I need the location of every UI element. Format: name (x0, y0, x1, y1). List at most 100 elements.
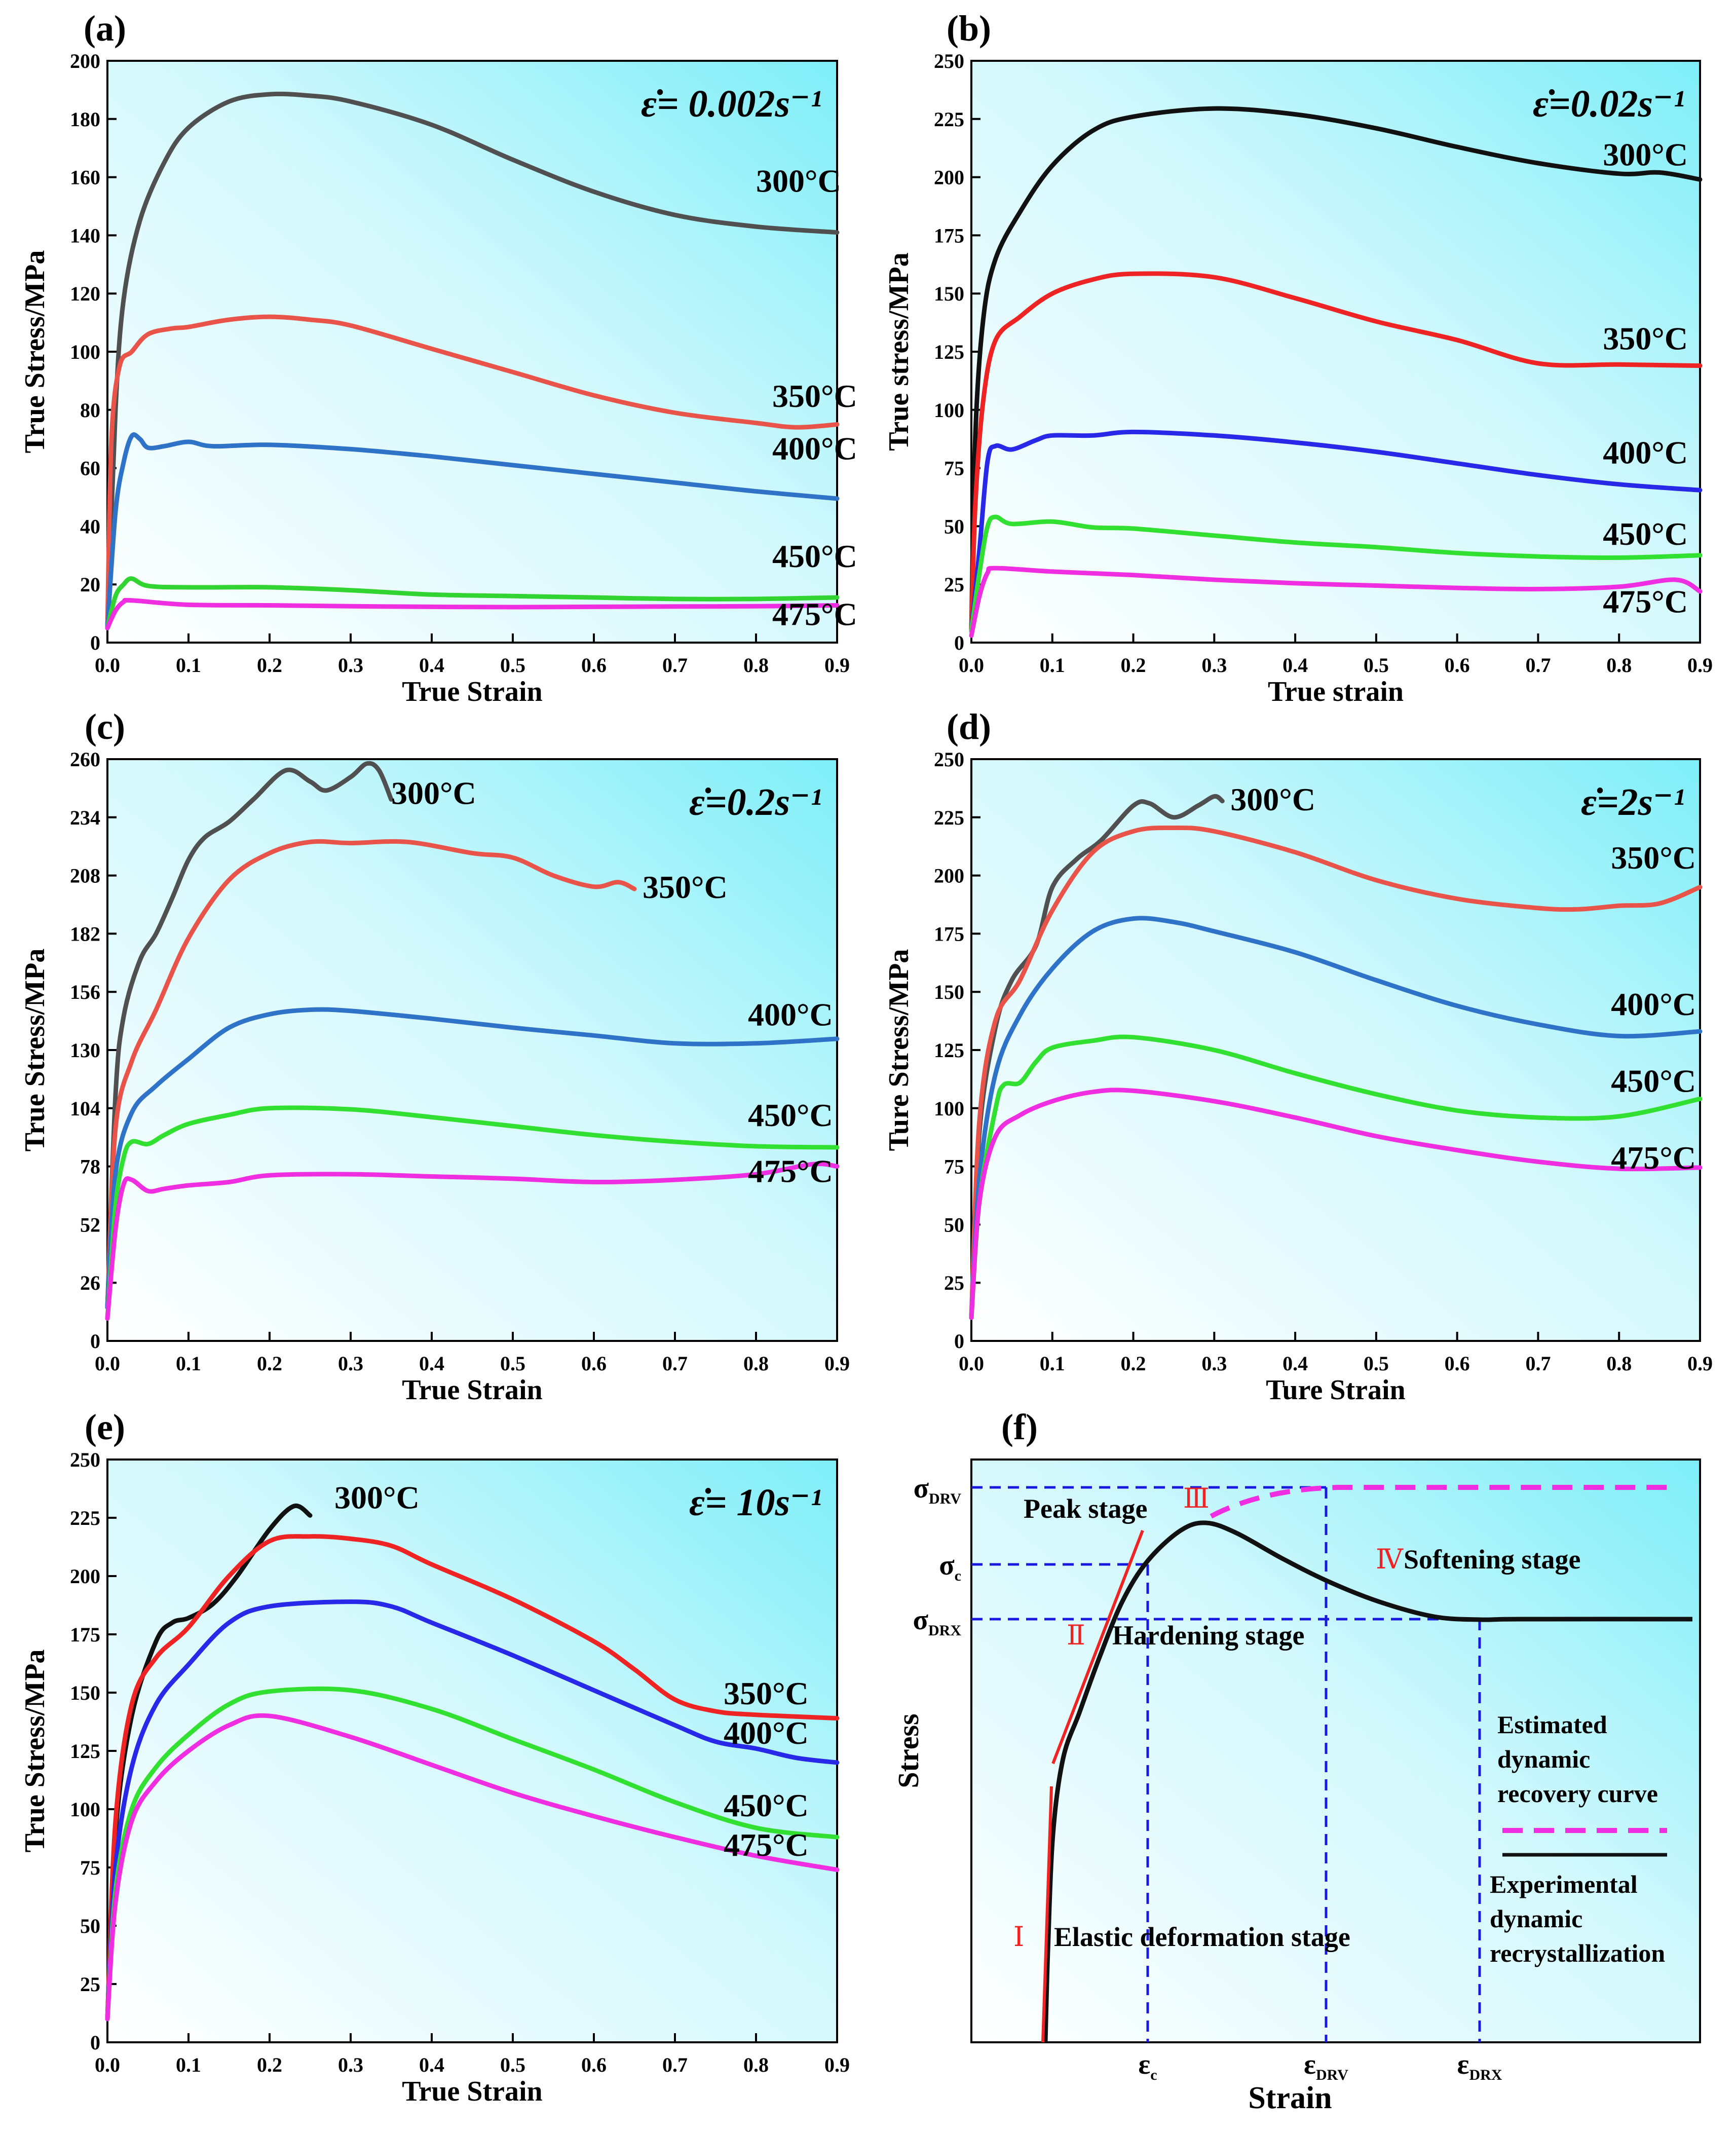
x-tick-label: 0.9 (1687, 1352, 1713, 1375)
series-label: 300°C (334, 1480, 420, 1516)
y-tick-label: 52 (80, 1213, 100, 1236)
series-line-400c (969, 429, 1703, 633)
series-line-400c (969, 916, 1703, 1320)
x-marker-label: εDRX (1457, 2049, 1502, 2083)
x-tick-label: 0.0 (959, 654, 984, 677)
x-tick-label: 0.7 (1525, 1352, 1551, 1375)
y-tick-label: 125 (70, 1740, 100, 1763)
series-line-350c (105, 1534, 840, 2022)
strain-rate-label: ε̇=0.02s⁻¹ (1533, 83, 1685, 125)
y-tick-label: 0 (954, 631, 964, 654)
y-tick-label: 250 (70, 1448, 100, 1471)
panel-label: (b) (947, 8, 991, 49)
y-tick-label: 130 (70, 1039, 100, 1062)
plot-area (971, 1460, 1700, 2042)
panel-label: (f) (1001, 1407, 1038, 1447)
panel-c: 0.0 0.1 0.2 0.3 0.4 0.5 0.6 0.7 0.8 0.9 0 26 52 78 104… (19, 706, 850, 1406)
y-tick-label: 75 (80, 1856, 100, 1879)
y-tick-label: 75 (944, 457, 964, 480)
stage-numeral: Ⅰ (1013, 1922, 1024, 1952)
panel-f: (f) Strain Stress σDRV σc σDRX εc εDRV εDRX Ⅰ Elas… (892, 1407, 1701, 2115)
x-marker-label: εDRV (1304, 2049, 1348, 2083)
stage-text: Softening stage (1404, 1544, 1581, 1575)
x-tick-label: 0.2 (257, 654, 282, 677)
x-tick-label: 0.0 (959, 1352, 984, 1375)
y-tick-label: 20 (80, 573, 100, 596)
y-tick-label: 200 (70, 50, 100, 72)
x-tick-label: 0.3 (1201, 1352, 1227, 1375)
legend-text: dynamic (1497, 1745, 1590, 1773)
x-tick-label: 0.8 (743, 654, 769, 677)
drv-estimated-curve (1210, 1485, 1677, 1519)
x-tick-label: 0.5 (1364, 1352, 1389, 1375)
x-tick-label: 0.1 (1040, 1352, 1065, 1375)
y-tick-label: 200 (70, 1565, 100, 1588)
y-tick-label: 60 (80, 457, 100, 480)
x-tick-label: 0.5 (500, 654, 525, 677)
x-axis-title: True strain (1268, 676, 1404, 707)
x-tick-label: 0.3 (338, 2053, 363, 2076)
legend-text: Experimental (1490, 1870, 1638, 1898)
x-axis-title: Ture Strain (1266, 1374, 1405, 1406)
panel-e: 0.0 0.1 0.2 0.3 0.4 0.5 0.6 0.7 0.8 0.9 0 25 50 75 100… (19, 1407, 850, 2107)
x-tick-label: 0.7 (662, 1352, 688, 1375)
y-tick-label: 25 (944, 1271, 964, 1294)
x-tick-label: 0.4 (419, 2053, 444, 2076)
legend-text: dynamic (1490, 1904, 1582, 1933)
strain-rate-label: ε̇= 10s⁻¹ (689, 1481, 822, 1524)
x-tick-label: 0.8 (743, 1352, 769, 1375)
series-label: 400°C (772, 430, 857, 466)
strain-rate-label: ε̇=2s⁻¹ (1581, 781, 1685, 824)
y-tick-label: 175 (934, 922, 964, 945)
panel-label: (e) (85, 1407, 125, 1447)
x-tick-label: 0.7 (1525, 654, 1551, 677)
series-label: 450°C (1603, 516, 1688, 552)
y-tick-label: 140 (70, 224, 100, 247)
y-tick-label: 0 (90, 1330, 100, 1353)
series-line-300c (105, 761, 394, 1310)
series-label: 475°C (1603, 583, 1688, 619)
x-axis-title: True Strain (402, 1374, 542, 1406)
series-label: 475°C (772, 596, 857, 632)
x-tick-label: 0.1 (176, 1352, 201, 1375)
x-tick-label: 0.6 (1445, 1352, 1470, 1375)
y-axis-title: True Stress/MPa (19, 250, 51, 454)
x-tick-label: 0.5 (1364, 654, 1389, 677)
y-tick-label: 50 (80, 1915, 100, 1937)
y-tick-label: 26 (80, 1271, 100, 1294)
x-tick-label: 0.4 (419, 1352, 444, 1375)
y-tick-label: 260 (70, 748, 100, 771)
y-tick-label: 175 (70, 1623, 100, 1646)
series-label: 350°C (643, 869, 728, 905)
series-label: 300°C (1230, 781, 1315, 817)
y-tick-label: 80 (80, 399, 100, 422)
panel-b: 0.0 0.1 0.2 0.3 0.4 0.5 0.6 0.7 0.8 0.9 0 25 50 75 100… (883, 8, 1713, 707)
plot-area (107, 759, 837, 1341)
y-marker-label: σc (939, 1550, 961, 1584)
x-tick-label: 0.0 (95, 2053, 120, 2076)
panel-d: 0.0 0.1 0.2 0.3 0.4 0.5 0.6 0.7 0.8 0.9 0 25 50 75 100… (883, 706, 1713, 1406)
series-label: 350°C (772, 378, 857, 414)
y-tick-label: 40 (80, 515, 100, 538)
series-line-300c (969, 106, 1703, 633)
y-tick-label: 0 (90, 631, 100, 654)
x-tick-label: 0.0 (95, 654, 120, 677)
series-line-350c (969, 271, 1703, 633)
y-tick-label: 156 (70, 981, 100, 1003)
y-tick-label: 200 (934, 865, 964, 887)
series-label: 300°C (756, 163, 841, 199)
y-tick-label: 225 (70, 1507, 100, 1529)
x-tick-label: 0.3 (338, 1352, 363, 1375)
plot-frame (970, 1458, 1701, 2043)
y-tick-label: 175 (934, 224, 964, 247)
y-tick-label: 125 (934, 341, 964, 363)
series-line-450c (105, 1686, 840, 2022)
series-line-450c (969, 514, 1703, 633)
y-tick-label: 120 (70, 282, 100, 305)
y-tick-label: 150 (934, 981, 964, 1003)
y-marker-label: σDRX (913, 1604, 962, 1639)
stage-text: Elastic deformation stage (1054, 1922, 1350, 1952)
x-tick-label: 0.6 (581, 654, 607, 677)
series-label: 350°C (1603, 320, 1688, 356)
